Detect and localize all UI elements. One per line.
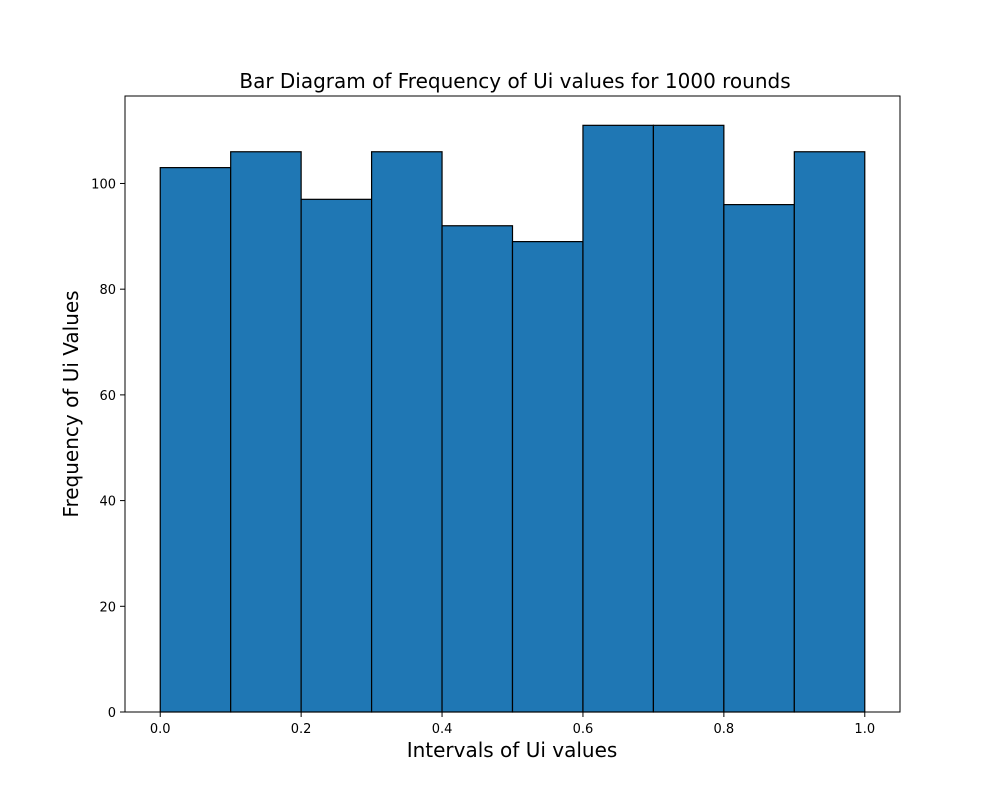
x-axis-ticks: 0.0 0.2 0.4 0.6 0.8 1.0 — [150, 712, 875, 737]
x-tick-label: 0.2 — [291, 722, 312, 737]
y-tick-label: 0 — [108, 706, 116, 721]
y-axis-label: Frequency of Ui Values — [59, 290, 83, 517]
y-tick-label: 40 — [99, 495, 116, 510]
histogram-bar-10 — [793, 151, 866, 713]
histogram-bar-8 — [652, 124, 725, 713]
histogram-bar-1 — [159, 167, 232, 713]
histogram-bar-3 — [300, 198, 373, 713]
y-tick-label: 60 — [99, 389, 116, 404]
x-tick-label: 1.0 — [854, 722, 875, 737]
x-tick-label: 0.8 — [714, 722, 735, 737]
bars-group — [159, 124, 866, 713]
histogram-bar-7 — [582, 124, 655, 713]
y-axis-ticks: 0 20 40 60 80 100 — [91, 177, 125, 721]
x-tick-label: 0.6 — [573, 722, 594, 737]
histogram-bar-2 — [230, 151, 302, 713]
y-tick-label: 80 — [99, 283, 116, 298]
x-tick-label: 0.0 — [150, 722, 171, 737]
plot-area-frame — [124, 95, 901, 713]
histogram-bar-9 — [723, 204, 795, 713]
histogram-bar-5 — [441, 225, 514, 713]
chart-title: Bar Diagram of Frequency of Ui values fo… — [239, 69, 790, 93]
histogram-bar-4 — [370, 151, 443, 713]
histogram-bar-6 — [511, 241, 584, 713]
y-tick-label: 100 — [91, 177, 116, 192]
x-axis-label: Intervals of Ui values — [407, 738, 618, 762]
y-tick-label: 20 — [99, 600, 116, 615]
x-tick-label: 0.4 — [432, 722, 453, 737]
